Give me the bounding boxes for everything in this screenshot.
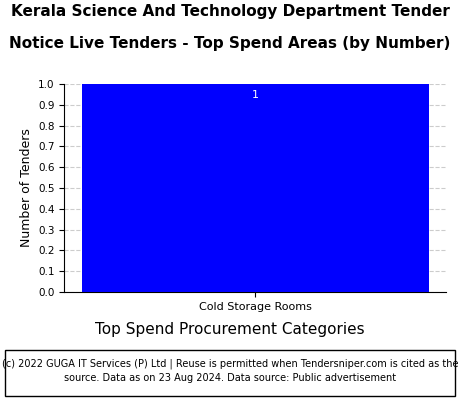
Text: (c) 2022 GUGA IT Services (P) Ltd | Reuse is permitted when Tendersniper.com is : (c) 2022 GUGA IT Services (P) Ltd | Reus… [2, 359, 457, 382]
Text: Notice Live Tenders - Top Spend Areas (by Number): Notice Live Tenders - Top Spend Areas (b… [9, 36, 450, 51]
Y-axis label: Number of Tenders: Number of Tenders [20, 128, 33, 248]
Text: Kerala Science And Technology Department Tender: Kerala Science And Technology Department… [11, 4, 448, 19]
Text: Top Spend Procurement Categories: Top Spend Procurement Categories [95, 322, 364, 337]
Text: 1: 1 [251, 90, 258, 100]
FancyBboxPatch shape [5, 350, 454, 396]
